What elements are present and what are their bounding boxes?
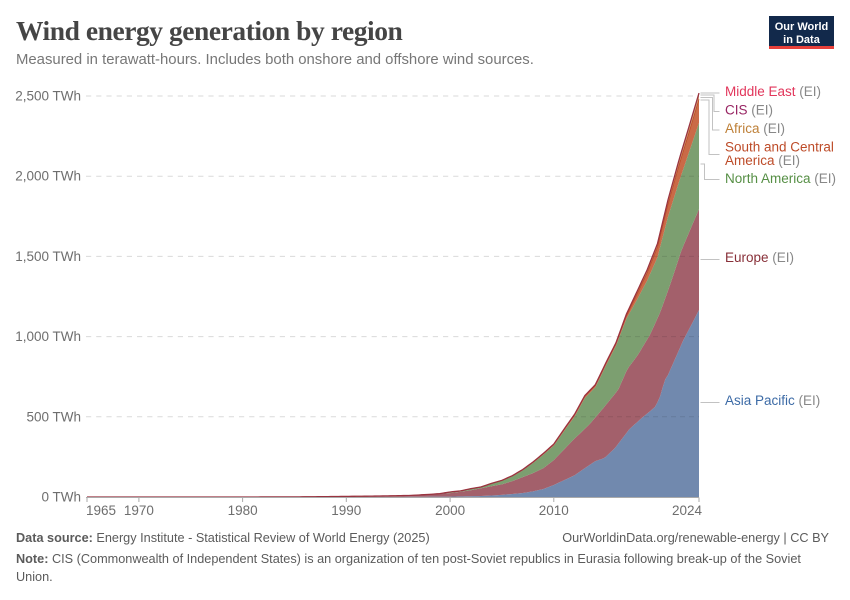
- svg-text:2024: 2024: [672, 503, 703, 518]
- svg-text:1,000 TWh: 1,000 TWh: [15, 329, 81, 344]
- svg-text:North America (EI): North America (EI): [725, 171, 836, 186]
- svg-text:1970: 1970: [124, 503, 154, 518]
- svg-text:Africa (EI): Africa (EI): [725, 121, 785, 136]
- svg-text:500 TWh: 500 TWh: [26, 409, 81, 424]
- svg-text:America (EI): America (EI): [725, 153, 800, 168]
- svg-text:0 TWh: 0 TWh: [41, 490, 81, 505]
- svg-text:Europe (EI): Europe (EI): [725, 250, 794, 265]
- svg-text:Middle East (EI): Middle East (EI): [725, 84, 821, 99]
- svg-text:South and Central: South and Central: [725, 140, 834, 155]
- svg-text:1980: 1980: [228, 503, 258, 518]
- svg-text:2,000 TWh: 2,000 TWh: [15, 169, 81, 184]
- svg-text:1,500 TWh: 1,500 TWh: [15, 249, 81, 264]
- svg-text:2010: 2010: [539, 503, 569, 518]
- svg-text:1990: 1990: [331, 503, 361, 518]
- svg-text:CIS (EI): CIS (EI): [725, 103, 773, 118]
- svg-text:2000: 2000: [435, 503, 465, 518]
- svg-text:2,500 TWh: 2,500 TWh: [15, 89, 81, 104]
- svg-text:Asia Pacific (EI): Asia Pacific (EI): [725, 393, 820, 408]
- svg-text:1965: 1965: [86, 503, 116, 518]
